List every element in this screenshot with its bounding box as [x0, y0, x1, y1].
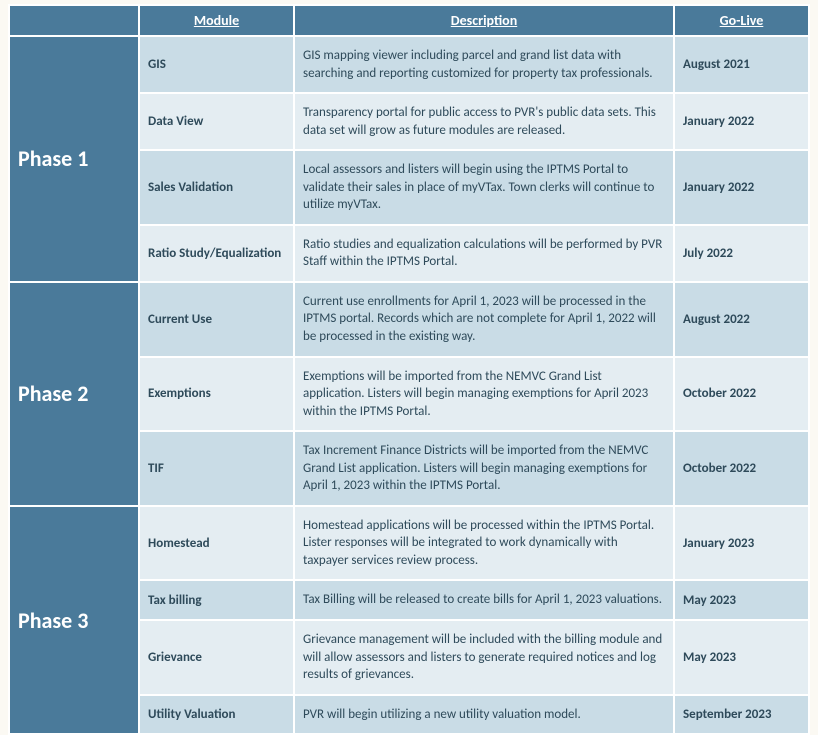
description-cell: GIS mapping viewer including parcel and …: [294, 36, 674, 93]
header-module: Module: [139, 5, 294, 36]
header-phase-blank: [9, 5, 139, 36]
description-cell: Current use enrollments for April 1, 202…: [294, 282, 674, 357]
description-cell: Tax Billing will be released to create b…: [294, 580, 674, 620]
phase-label: Phase 1: [9, 36, 139, 282]
table-row: Phase 3HomesteadHomestead applications w…: [9, 506, 809, 581]
module-cell: Ratio Study/Equalization: [139, 225, 294, 282]
description-cell: Exemptions will be imported from the NEM…: [294, 357, 674, 432]
golive-cell: October 2022: [674, 357, 809, 432]
golive-cell: September 2023: [674, 695, 809, 735]
table-header: Module Description Go-Live: [9, 5, 809, 36]
description-cell: Homestead applications will be processed…: [294, 506, 674, 581]
golive-cell: January 2022: [674, 93, 809, 150]
module-cell: Data View: [139, 93, 294, 150]
description-cell: Ratio studies and equalization calculati…: [294, 225, 674, 282]
golive-cell: August 2021: [674, 36, 809, 93]
table-row: Phase 1GISGIS mapping viewer including p…: [9, 36, 809, 93]
table-body: Phase 1GISGIS mapping viewer including p…: [9, 36, 809, 734]
module-cell: Sales Validation: [139, 150, 294, 225]
golive-cell: January 2022: [674, 150, 809, 225]
module-cell: GIS: [139, 36, 294, 93]
table-row: Phase 2Current UseCurrent use enrollment…: [9, 282, 809, 357]
description-cell: Transparency portal for public access to…: [294, 93, 674, 150]
golive-cell: August 2022: [674, 282, 809, 357]
description-cell: Local assessors and listers will begin u…: [294, 150, 674, 225]
description-cell: PVR will begin utilizing a new utility v…: [294, 695, 674, 735]
header-description: Description: [294, 5, 674, 36]
module-cell: Utility Valuation: [139, 695, 294, 735]
phase-table: Module Description Go-Live Phase 1GISGIS…: [8, 4, 810, 735]
module-cell: Homestead: [139, 506, 294, 581]
module-cell: Grievance: [139, 620, 294, 695]
module-cell: TIF: [139, 431, 294, 506]
description-cell: Tax Increment Finance Districts will be …: [294, 431, 674, 506]
golive-cell: January 2023: [674, 506, 809, 581]
header-golive: Go-Live: [674, 5, 809, 36]
phase-label: Phase 3: [9, 506, 139, 734]
module-cell: Exemptions: [139, 357, 294, 432]
golive-cell: May 2023: [674, 580, 809, 620]
golive-cell: October 2022: [674, 431, 809, 506]
module-cell: Tax billing: [139, 580, 294, 620]
module-cell: Current Use: [139, 282, 294, 357]
golive-cell: May 2023: [674, 620, 809, 695]
golive-cell: July 2022: [674, 225, 809, 282]
phase-label: Phase 2: [9, 282, 139, 506]
description-cell: Grievance management will be included wi…: [294, 620, 674, 695]
